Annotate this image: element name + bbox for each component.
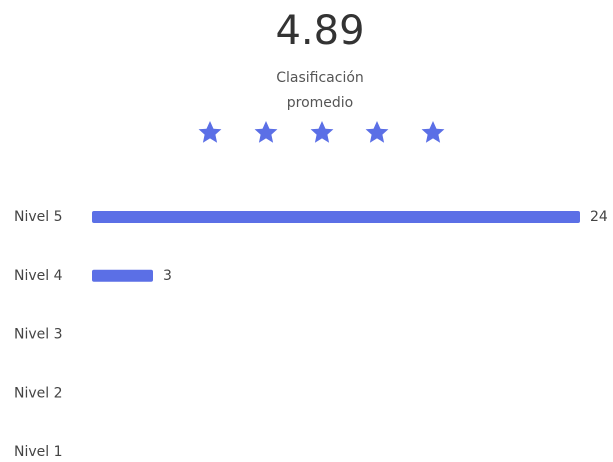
category-label: Nivel 3 xyxy=(14,327,63,343)
star xyxy=(421,121,445,143)
average-rating: 4.89 xyxy=(275,8,365,54)
category-label: Nivel 1 xyxy=(14,444,63,460)
star xyxy=(254,121,278,143)
category-label: Nivel 2 xyxy=(14,385,63,401)
star xyxy=(198,121,222,143)
bar xyxy=(92,269,153,282)
star xyxy=(365,121,389,143)
category-label: Nivel 5 xyxy=(14,209,63,225)
bar xyxy=(92,211,580,223)
category-label: Nivel 4 xyxy=(14,268,63,284)
data-label: 3 xyxy=(163,268,172,284)
star xyxy=(310,121,334,143)
average-label: Clasificación promedio xyxy=(276,70,364,111)
stars xyxy=(198,121,445,143)
data-label: 24 xyxy=(590,209,608,225)
